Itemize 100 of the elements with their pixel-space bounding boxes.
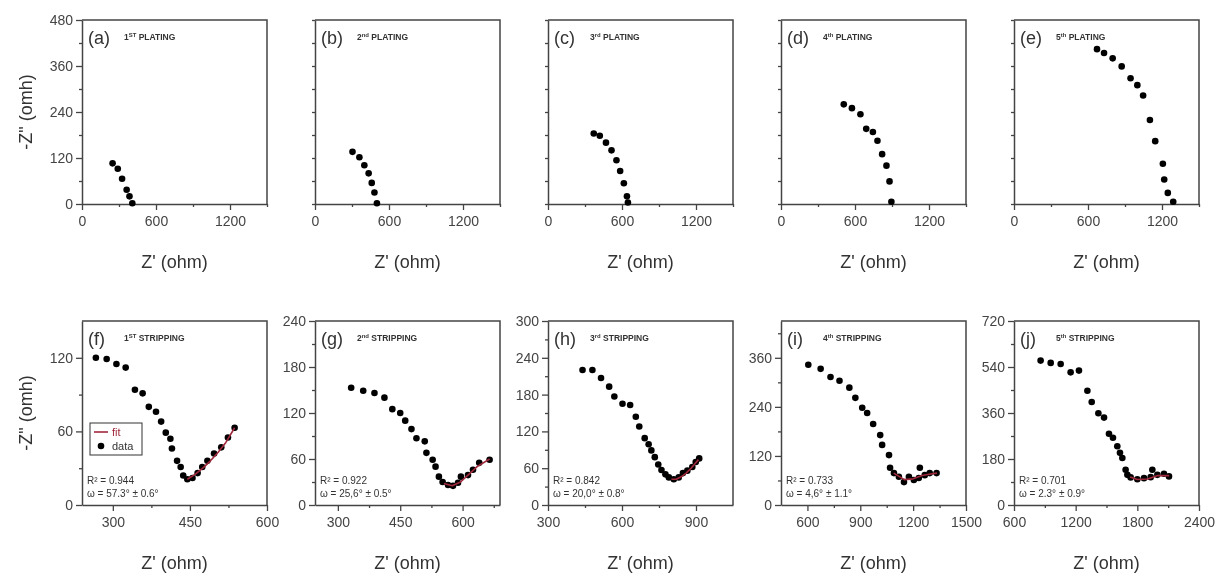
point <box>401 417 409 424</box>
point <box>1149 466 1156 474</box>
point <box>608 147 615 154</box>
point <box>1088 398 1095 406</box>
text: 3$^{rd}$ STRIPPING <box>590 333 650 343</box>
point <box>883 162 890 169</box>
x-tick-label: 600 <box>377 212 402 229</box>
x-tick-label: 0 <box>544 212 553 229</box>
x-axis-title: Z' (ohm) <box>607 252 674 272</box>
point <box>632 413 640 420</box>
x-tick-label: 1200 <box>1146 212 1179 229</box>
y-axis-title: -Z" (omh) <box>16 375 36 451</box>
y-tick-label: 0 <box>298 496 307 513</box>
y-tick-label: 120 <box>49 349 74 366</box>
y-tick-label: 120 <box>49 149 74 166</box>
point <box>641 434 648 442</box>
x-tick-label: 450 <box>178 513 203 530</box>
x-tick-label: 1200 <box>1060 513 1092 530</box>
x-axis-title: Z' (ohm) <box>840 553 907 573</box>
point <box>1151 137 1159 145</box>
point <box>613 157 620 164</box>
y-tick-label: 360 <box>748 349 773 366</box>
point <box>429 456 436 464</box>
point <box>371 389 378 397</box>
x-tick-label: 600 <box>255 513 280 530</box>
point <box>177 463 184 471</box>
x-axis-title: Z' (ohm) <box>374 252 441 272</box>
x-tick-label: 600 <box>610 513 635 530</box>
point <box>126 193 133 200</box>
point <box>361 161 368 169</box>
x-tick-label: 0 <box>1010 212 1019 229</box>
point <box>1075 367 1083 374</box>
point <box>109 160 116 167</box>
point <box>1119 454 1126 462</box>
point <box>173 457 181 465</box>
point <box>365 170 372 177</box>
point <box>805 361 812 369</box>
point <box>1164 189 1172 197</box>
x-tick-label: 900 <box>684 513 709 530</box>
x-tick-label: 0 <box>777 212 786 229</box>
x-tick-label: 2400 <box>1183 513 1216 530</box>
point <box>852 394 859 402</box>
point <box>635 423 643 430</box>
y-tick-label: 240 <box>282 312 307 329</box>
x-tick-label: 600 <box>796 513 820 530</box>
x-tick-label: 600 <box>1002 513 1027 530</box>
x-tick-label: 1200 <box>680 212 713 229</box>
point <box>626 401 634 409</box>
x-axis-title: Z' (ohm) <box>1073 252 1140 272</box>
annotation: R² = 0.733 <box>786 475 834 486</box>
legend-label: fit <box>112 426 121 438</box>
point <box>886 464 894 472</box>
point <box>858 404 866 411</box>
point <box>1100 49 1108 57</box>
y-tick-label: 240 <box>49 103 74 120</box>
point <box>857 111 864 118</box>
point <box>616 167 624 175</box>
point <box>1037 357 1044 364</box>
point <box>878 150 886 158</box>
y-tick-label: 120 <box>282 404 307 421</box>
x-tick-label: 1500 <box>950 513 983 530</box>
y-tick-label: 0 <box>997 496 1006 513</box>
point <box>1057 360 1064 368</box>
point <box>1105 430 1113 437</box>
point <box>118 175 126 182</box>
x-tick-label: 900 <box>849 513 873 530</box>
point <box>413 435 420 442</box>
point <box>827 373 834 381</box>
point <box>654 461 662 468</box>
annotation: R² = 0.944 <box>87 475 135 486</box>
point <box>862 125 870 133</box>
x-tick-label: 600 <box>843 212 868 229</box>
point <box>162 429 170 436</box>
point <box>1159 160 1167 168</box>
point <box>916 464 924 472</box>
point <box>602 139 610 146</box>
point <box>368 179 376 187</box>
point <box>1118 63 1125 70</box>
point <box>131 386 139 393</box>
point <box>863 409 871 417</box>
text: 5$^{th}$ PLATING <box>1056 32 1106 42</box>
point <box>1160 176 1168 183</box>
chart-title: (h) <box>554 329 576 349</box>
point <box>435 473 443 480</box>
chart-title: (j) <box>1020 329 1036 349</box>
point <box>1109 434 1117 442</box>
point <box>840 101 848 108</box>
y-tick-label: 360 <box>49 57 74 74</box>
point <box>432 463 439 470</box>
point <box>389 405 396 413</box>
y-tick-label: 120 <box>748 447 773 464</box>
point <box>1084 387 1091 395</box>
point <box>619 400 626 408</box>
y-tick-label: 360 <box>981 404 1006 421</box>
point <box>347 384 355 391</box>
y-tick-label: 0 <box>764 496 773 513</box>
y-tick-label: 120 <box>515 423 540 440</box>
point <box>878 441 886 449</box>
y-tick-label: 720 <box>981 312 1006 329</box>
point <box>157 418 165 425</box>
